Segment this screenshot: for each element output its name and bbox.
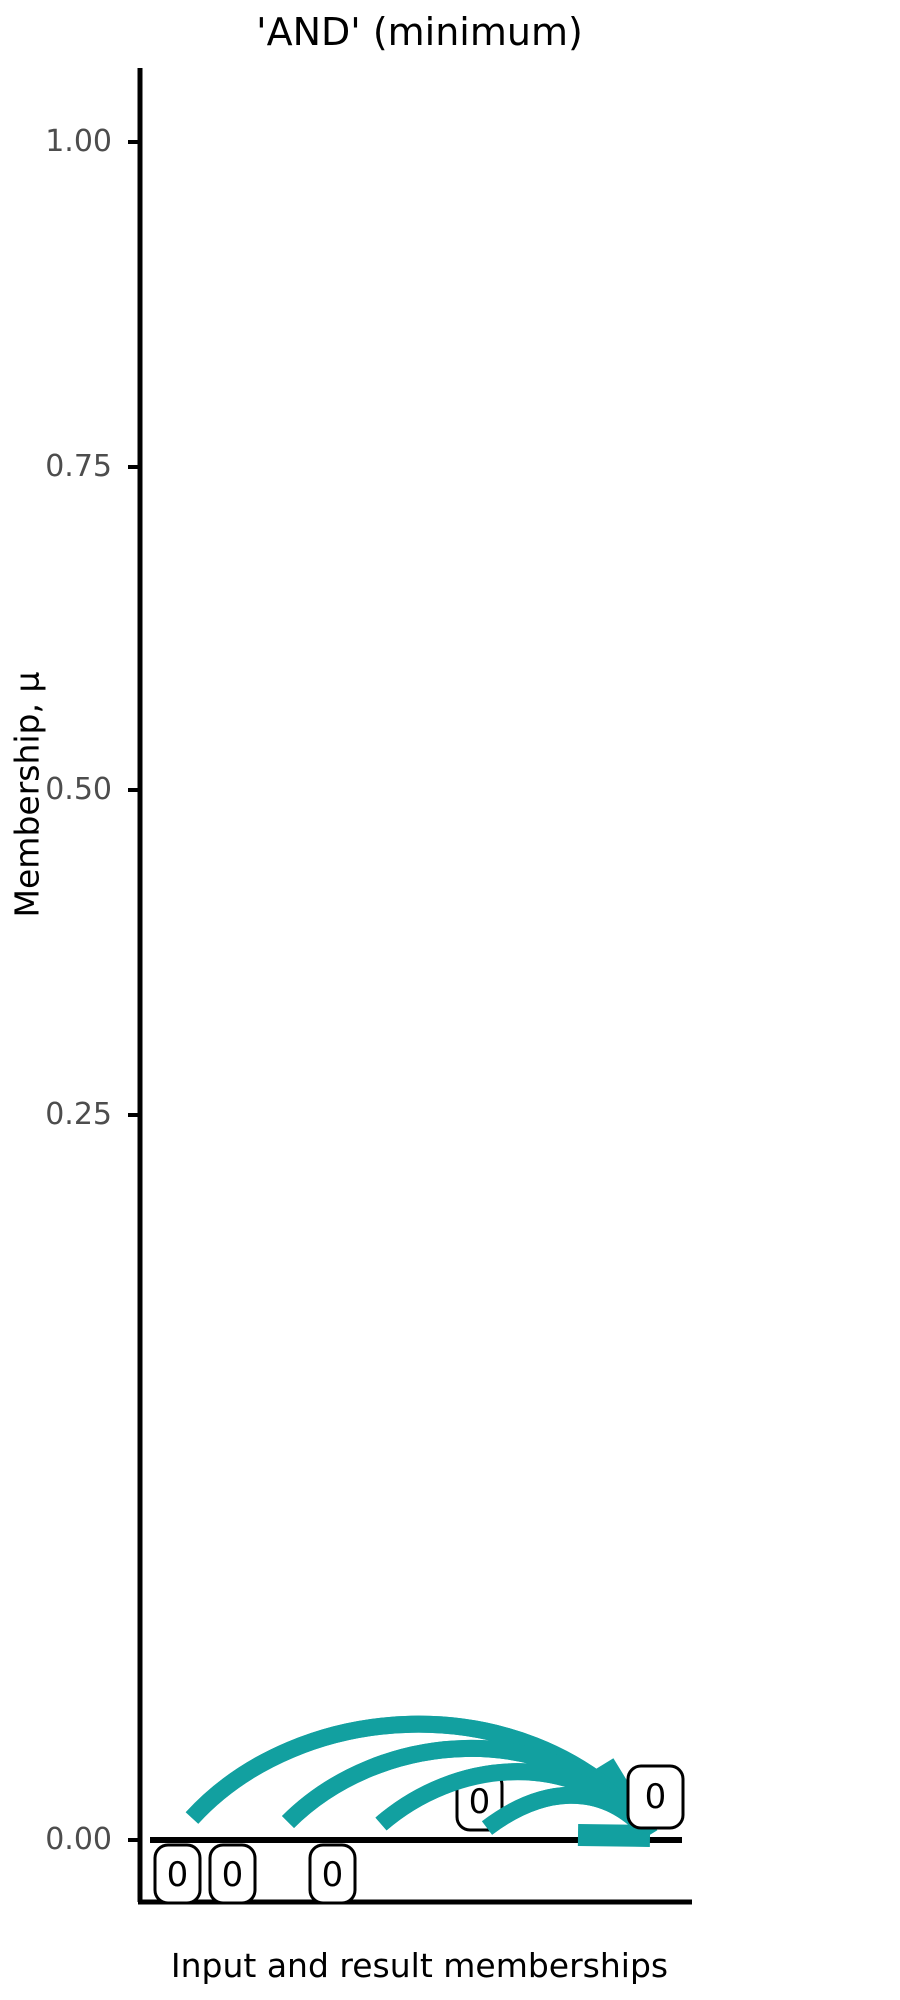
input-box-2[interactable] bbox=[308, 1843, 357, 1905]
result-box[interactable] bbox=[626, 1764, 685, 1830]
input-box-0[interactable] bbox=[153, 1843, 202, 1905]
input-box-2-label: 0 bbox=[321, 1855, 344, 1895]
y-tick-label: 0.00 bbox=[45, 1822, 112, 1857]
page-title: 'AND' (minimum) bbox=[256, 10, 583, 54]
y-tick-label: 0.50 bbox=[45, 772, 112, 807]
x-axis-label: Input and result memberships bbox=[170, 1946, 669, 1985]
input-box-1-label: 0 bbox=[221, 1855, 244, 1895]
y-tick-label: 0.75 bbox=[45, 449, 112, 484]
y-tick-label: 1.00 bbox=[45, 124, 112, 159]
input-boxes-below bbox=[153, 1843, 357, 1905]
y-tick-label: 0.25 bbox=[45, 1097, 112, 1132]
arc-overlap-restore bbox=[185, 1715, 653, 1836]
result-box-label: 0 bbox=[644, 1777, 667, 1817]
input-box-3-label: 0 bbox=[468, 1782, 491, 1822]
input-box-1[interactable] bbox=[208, 1843, 257, 1905]
input-box-0-label: 0 bbox=[166, 1855, 189, 1895]
